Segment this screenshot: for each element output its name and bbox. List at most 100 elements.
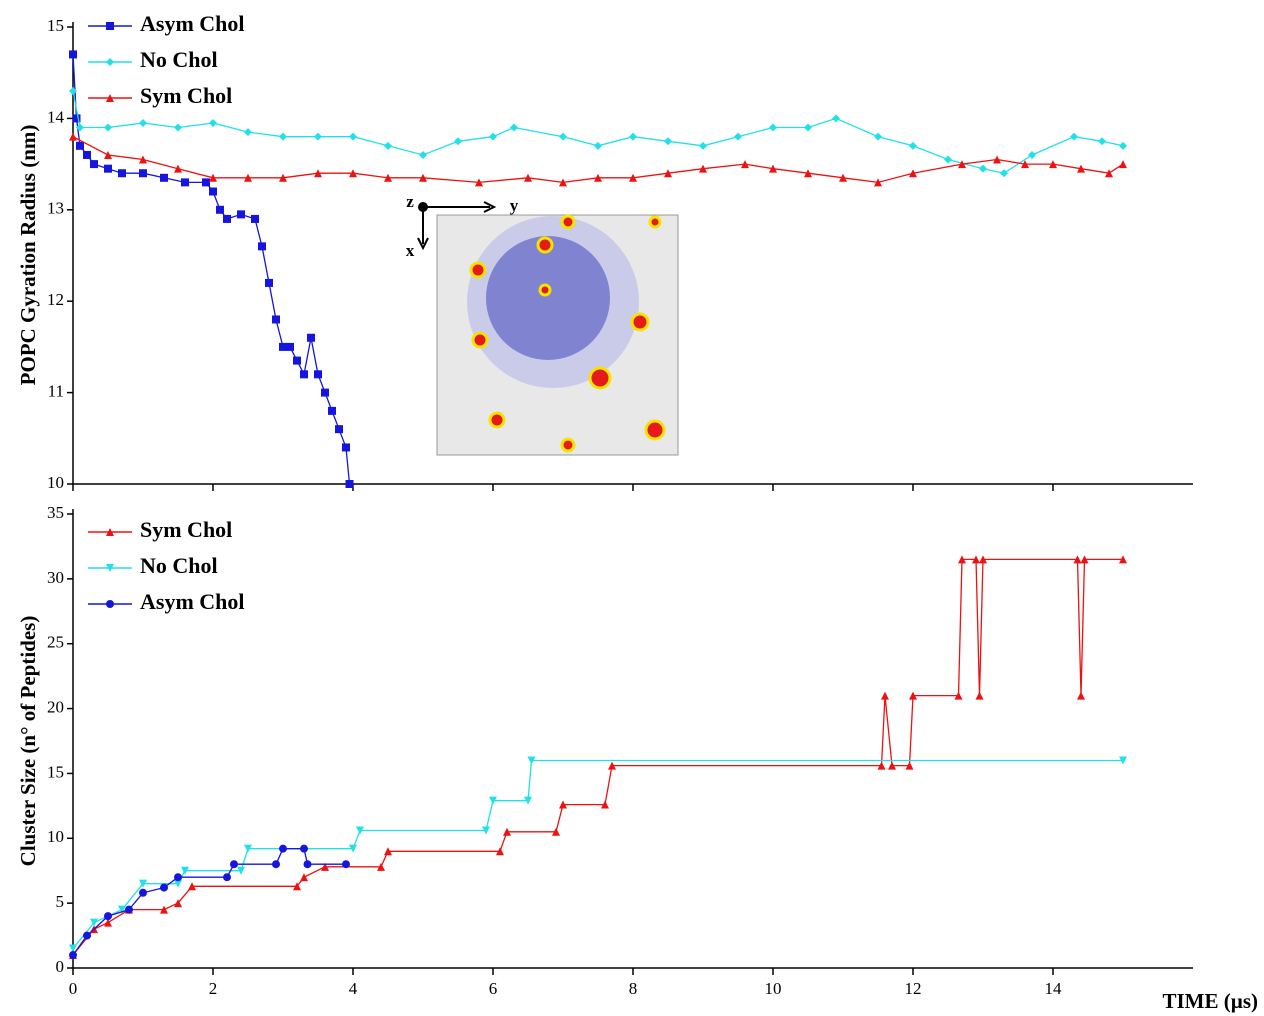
series-line xyxy=(72,558,1123,956)
marker xyxy=(321,862,329,871)
x-tick-label: 10 xyxy=(765,979,782,998)
y-axis-title: POPC Gyration Radius (nm) xyxy=(16,125,40,386)
annotation: y xyxy=(510,196,519,215)
marker xyxy=(314,169,322,178)
marker xyxy=(958,555,966,564)
marker xyxy=(349,844,357,853)
marker xyxy=(237,866,245,875)
marker xyxy=(69,944,77,953)
marker xyxy=(279,342,287,351)
legend-marker xyxy=(106,94,114,102)
marker xyxy=(209,173,217,182)
marker xyxy=(69,951,77,960)
marker xyxy=(293,882,301,891)
marker xyxy=(384,847,392,856)
marker xyxy=(979,164,987,173)
inset-pore xyxy=(486,236,610,360)
marker xyxy=(503,827,511,836)
marker xyxy=(1070,132,1078,141)
marker xyxy=(314,132,322,141)
annotation: x xyxy=(406,241,415,260)
marker xyxy=(160,905,168,914)
marker xyxy=(496,847,504,856)
marker xyxy=(118,169,126,178)
x-axis-title: TIME (µs) xyxy=(1162,989,1258,1013)
marker xyxy=(69,132,77,141)
marker xyxy=(909,169,917,178)
marker xyxy=(356,826,364,835)
marker xyxy=(202,178,210,187)
marker xyxy=(629,132,637,141)
y-tick-label: 14 xyxy=(47,107,65,126)
marker xyxy=(139,879,147,888)
y-tick-label: 15 xyxy=(47,762,64,781)
marker xyxy=(552,827,560,836)
series-line xyxy=(72,54,351,485)
marker xyxy=(958,160,966,169)
marker xyxy=(69,86,77,95)
marker xyxy=(741,160,749,169)
marker xyxy=(524,173,532,182)
marker xyxy=(335,425,343,434)
marker xyxy=(975,691,984,700)
marker xyxy=(279,844,287,853)
marker xyxy=(349,169,357,178)
marker xyxy=(300,873,308,882)
marker xyxy=(909,141,917,150)
marker xyxy=(1077,164,1085,173)
marker xyxy=(237,210,245,219)
marker xyxy=(307,333,315,342)
marker xyxy=(279,173,287,182)
marker xyxy=(972,555,980,564)
marker xyxy=(804,123,812,132)
marker xyxy=(83,931,91,940)
marker xyxy=(1098,137,1106,146)
marker xyxy=(832,114,840,123)
marker xyxy=(594,173,602,182)
legend-marker xyxy=(106,58,114,66)
marker xyxy=(223,214,231,223)
marker xyxy=(139,118,147,127)
marker xyxy=(321,388,329,397)
marker xyxy=(251,214,259,223)
marker xyxy=(944,155,952,164)
marker xyxy=(90,918,98,927)
marker xyxy=(1049,160,1057,169)
marker xyxy=(139,169,147,178)
marker xyxy=(769,164,777,173)
marker xyxy=(293,356,301,365)
marker xyxy=(601,800,609,809)
marker xyxy=(629,173,637,182)
marker xyxy=(104,164,112,173)
marker xyxy=(125,905,133,914)
marker xyxy=(510,123,518,132)
marker xyxy=(104,912,112,921)
y-tick-label: 13 xyxy=(47,199,64,218)
x-tick-label: 14 xyxy=(1045,979,1063,998)
marker xyxy=(349,132,357,141)
marker xyxy=(174,899,182,908)
marker xyxy=(83,150,91,159)
marker xyxy=(69,50,77,59)
marker xyxy=(1119,141,1127,150)
marker xyxy=(265,278,273,287)
y-tick-label: 15 xyxy=(47,16,64,35)
marker xyxy=(244,173,252,182)
marker xyxy=(181,178,189,187)
y-tick-label: 5 xyxy=(56,892,65,911)
marker xyxy=(258,242,266,251)
marker xyxy=(384,173,392,182)
marker xyxy=(342,860,350,869)
marker xyxy=(804,169,812,178)
marker xyxy=(286,342,294,351)
marker xyxy=(1021,160,1029,169)
marker xyxy=(524,796,532,805)
marker xyxy=(489,132,497,141)
inset-image xyxy=(417,201,679,456)
marker xyxy=(1028,150,1036,159)
marker xyxy=(384,141,392,150)
marker xyxy=(954,691,963,700)
x-tick-label: 0 xyxy=(69,979,78,998)
marker xyxy=(216,205,224,214)
